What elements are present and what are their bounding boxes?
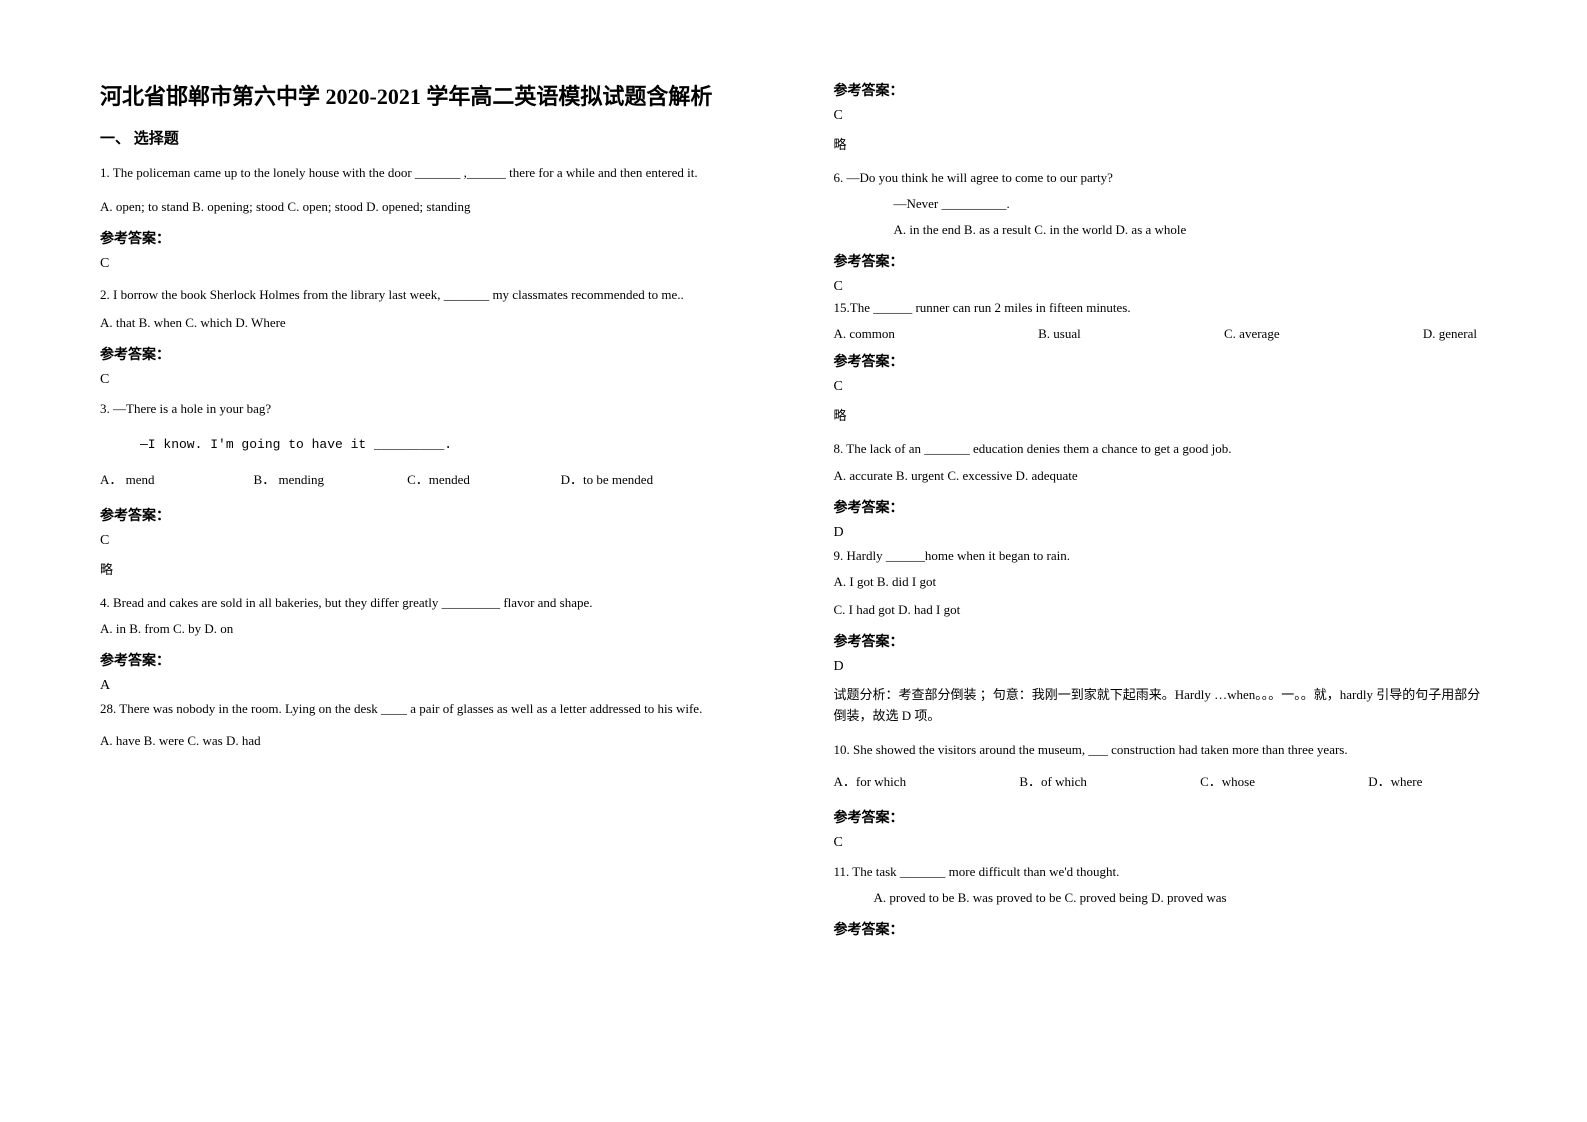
q10-opt-d: D．where	[1368, 771, 1422, 793]
q11-text: 11. The task _______ more difficult than…	[834, 861, 1488, 883]
q8-opts: A. accurate B. urgent C. excessive D. ad…	[834, 465, 1488, 487]
q10-text: 10. She showed the visitors around the m…	[834, 739, 1488, 761]
answer-label: 参考答案：	[834, 631, 1488, 651]
q9-text: 9. Hardly ______home when it began to ra…	[834, 545, 1488, 567]
skip-text: 略	[834, 405, 1488, 424]
answer-label: 参考答案：	[834, 497, 1488, 517]
q3-opt-b: B． mending	[254, 466, 404, 495]
answer-label: 参考答案：	[834, 80, 1488, 100]
answer-label: 参考答案：	[100, 344, 754, 364]
answer-label: 参考答案：	[834, 351, 1488, 371]
q11-opts: A. proved to be B. was proved to be C. p…	[834, 887, 1488, 909]
q3-answer: C	[100, 533, 754, 549]
answer-label: 参考答案：	[100, 228, 754, 248]
q15-opt-b: B. usual	[1038, 323, 1081, 345]
answer-label: 参考答案：	[834, 807, 1488, 827]
q9-analysis: 试题分析：考查部分倒装 ；句意：我刚一到家就下起雨来。Hardly …when。…	[834, 685, 1488, 727]
left-column: 河北省邯郸市第六中学 2020-2021 学年高二英语模拟试题含解析 一、 选择…	[100, 80, 794, 1082]
q6-opts: A. in the end B. as a result C. in the w…	[834, 219, 1488, 241]
q15-opt-c: C. average	[1224, 323, 1280, 345]
q10-answer: C	[834, 835, 1488, 851]
q3-opts: A． mend B． mending C．mended D．to be mend…	[100, 466, 754, 495]
q3-opt-a: A． mend	[100, 466, 250, 495]
q9-opts1: A. I got B. did I got	[834, 571, 1488, 593]
page-title: 河北省邯郸市第六中学 2020-2021 学年高二英语模拟试题含解析	[100, 80, 754, 113]
q15-text: 15.The ______ runner can run 2 miles in …	[834, 297, 1488, 319]
q28-text: 28. There was nobody in the room. Lying …	[100, 698, 754, 720]
q1-opts: A. open; to stand B. opening; stood C. o…	[100, 196, 754, 218]
q10-opt-b: B．of which	[1019, 771, 1087, 793]
q6-text1: 6. —Do you think he will agree to come t…	[834, 167, 1488, 189]
q15-opt-a: A. common	[834, 323, 895, 345]
section-heading: 一、 选择题	[100, 127, 754, 148]
q15-opts: A. common B. usual C. average D. general	[834, 323, 1488, 345]
answer-label: 参考答案：	[100, 650, 754, 670]
q1-text: 1. The policeman came up to the lonely h…	[100, 162, 754, 184]
q2-answer: C	[100, 372, 754, 388]
q28-answer: C	[834, 108, 1488, 124]
answer-label: 参考答案：	[100, 505, 754, 525]
q1-answer: C	[100, 256, 754, 272]
q8-answer: D	[834, 525, 1488, 541]
q10-opts: A．for which B．of which C．whose D．where	[834, 771, 1488, 793]
q9-opts2: C. I had got D. had I got	[834, 599, 1488, 621]
answer-label: 参考答案：	[834, 919, 1488, 939]
q3-text1: 3. —There is a hole in your bag?	[100, 398, 754, 420]
answer-label: 参考答案：	[834, 251, 1488, 271]
q3-opt-c: C．mended	[407, 466, 557, 495]
q3-opt-d: D．to be mended	[561, 466, 653, 495]
q4-answer: A	[100, 678, 754, 694]
right-column: 参考答案： C 略 6. —Do you think he will agree…	[794, 80, 1488, 1082]
q10-opt-c: C．whose	[1200, 771, 1255, 793]
q8-text: 8. The lack of an _______ education deni…	[834, 438, 1488, 460]
q15-opt-d: D. general	[1423, 323, 1477, 345]
q15-answer: C	[834, 379, 1488, 395]
skip-text: 略	[100, 559, 754, 578]
q4-opts: A. in B. from C. by D. on	[100, 618, 754, 640]
q28-opts: A. have B. were C. was D. had	[100, 730, 754, 752]
q6-text2: —Never __________.	[834, 193, 1488, 215]
skip-text: 略	[834, 134, 1488, 153]
q3-text2: —I know. I'm going to have it _________.	[100, 434, 754, 456]
q9-answer: D	[834, 659, 1488, 675]
q4-text: 4. Bread and cakes are sold in all baker…	[100, 592, 754, 614]
q2-text: 2. I borrow the book Sherlock Holmes fro…	[100, 282, 754, 308]
q2-opts: A. that B. when C. which D. Where	[100, 312, 754, 334]
q6-answer: C	[834, 279, 1488, 295]
q10-opt-a: A．for which	[834, 771, 907, 793]
